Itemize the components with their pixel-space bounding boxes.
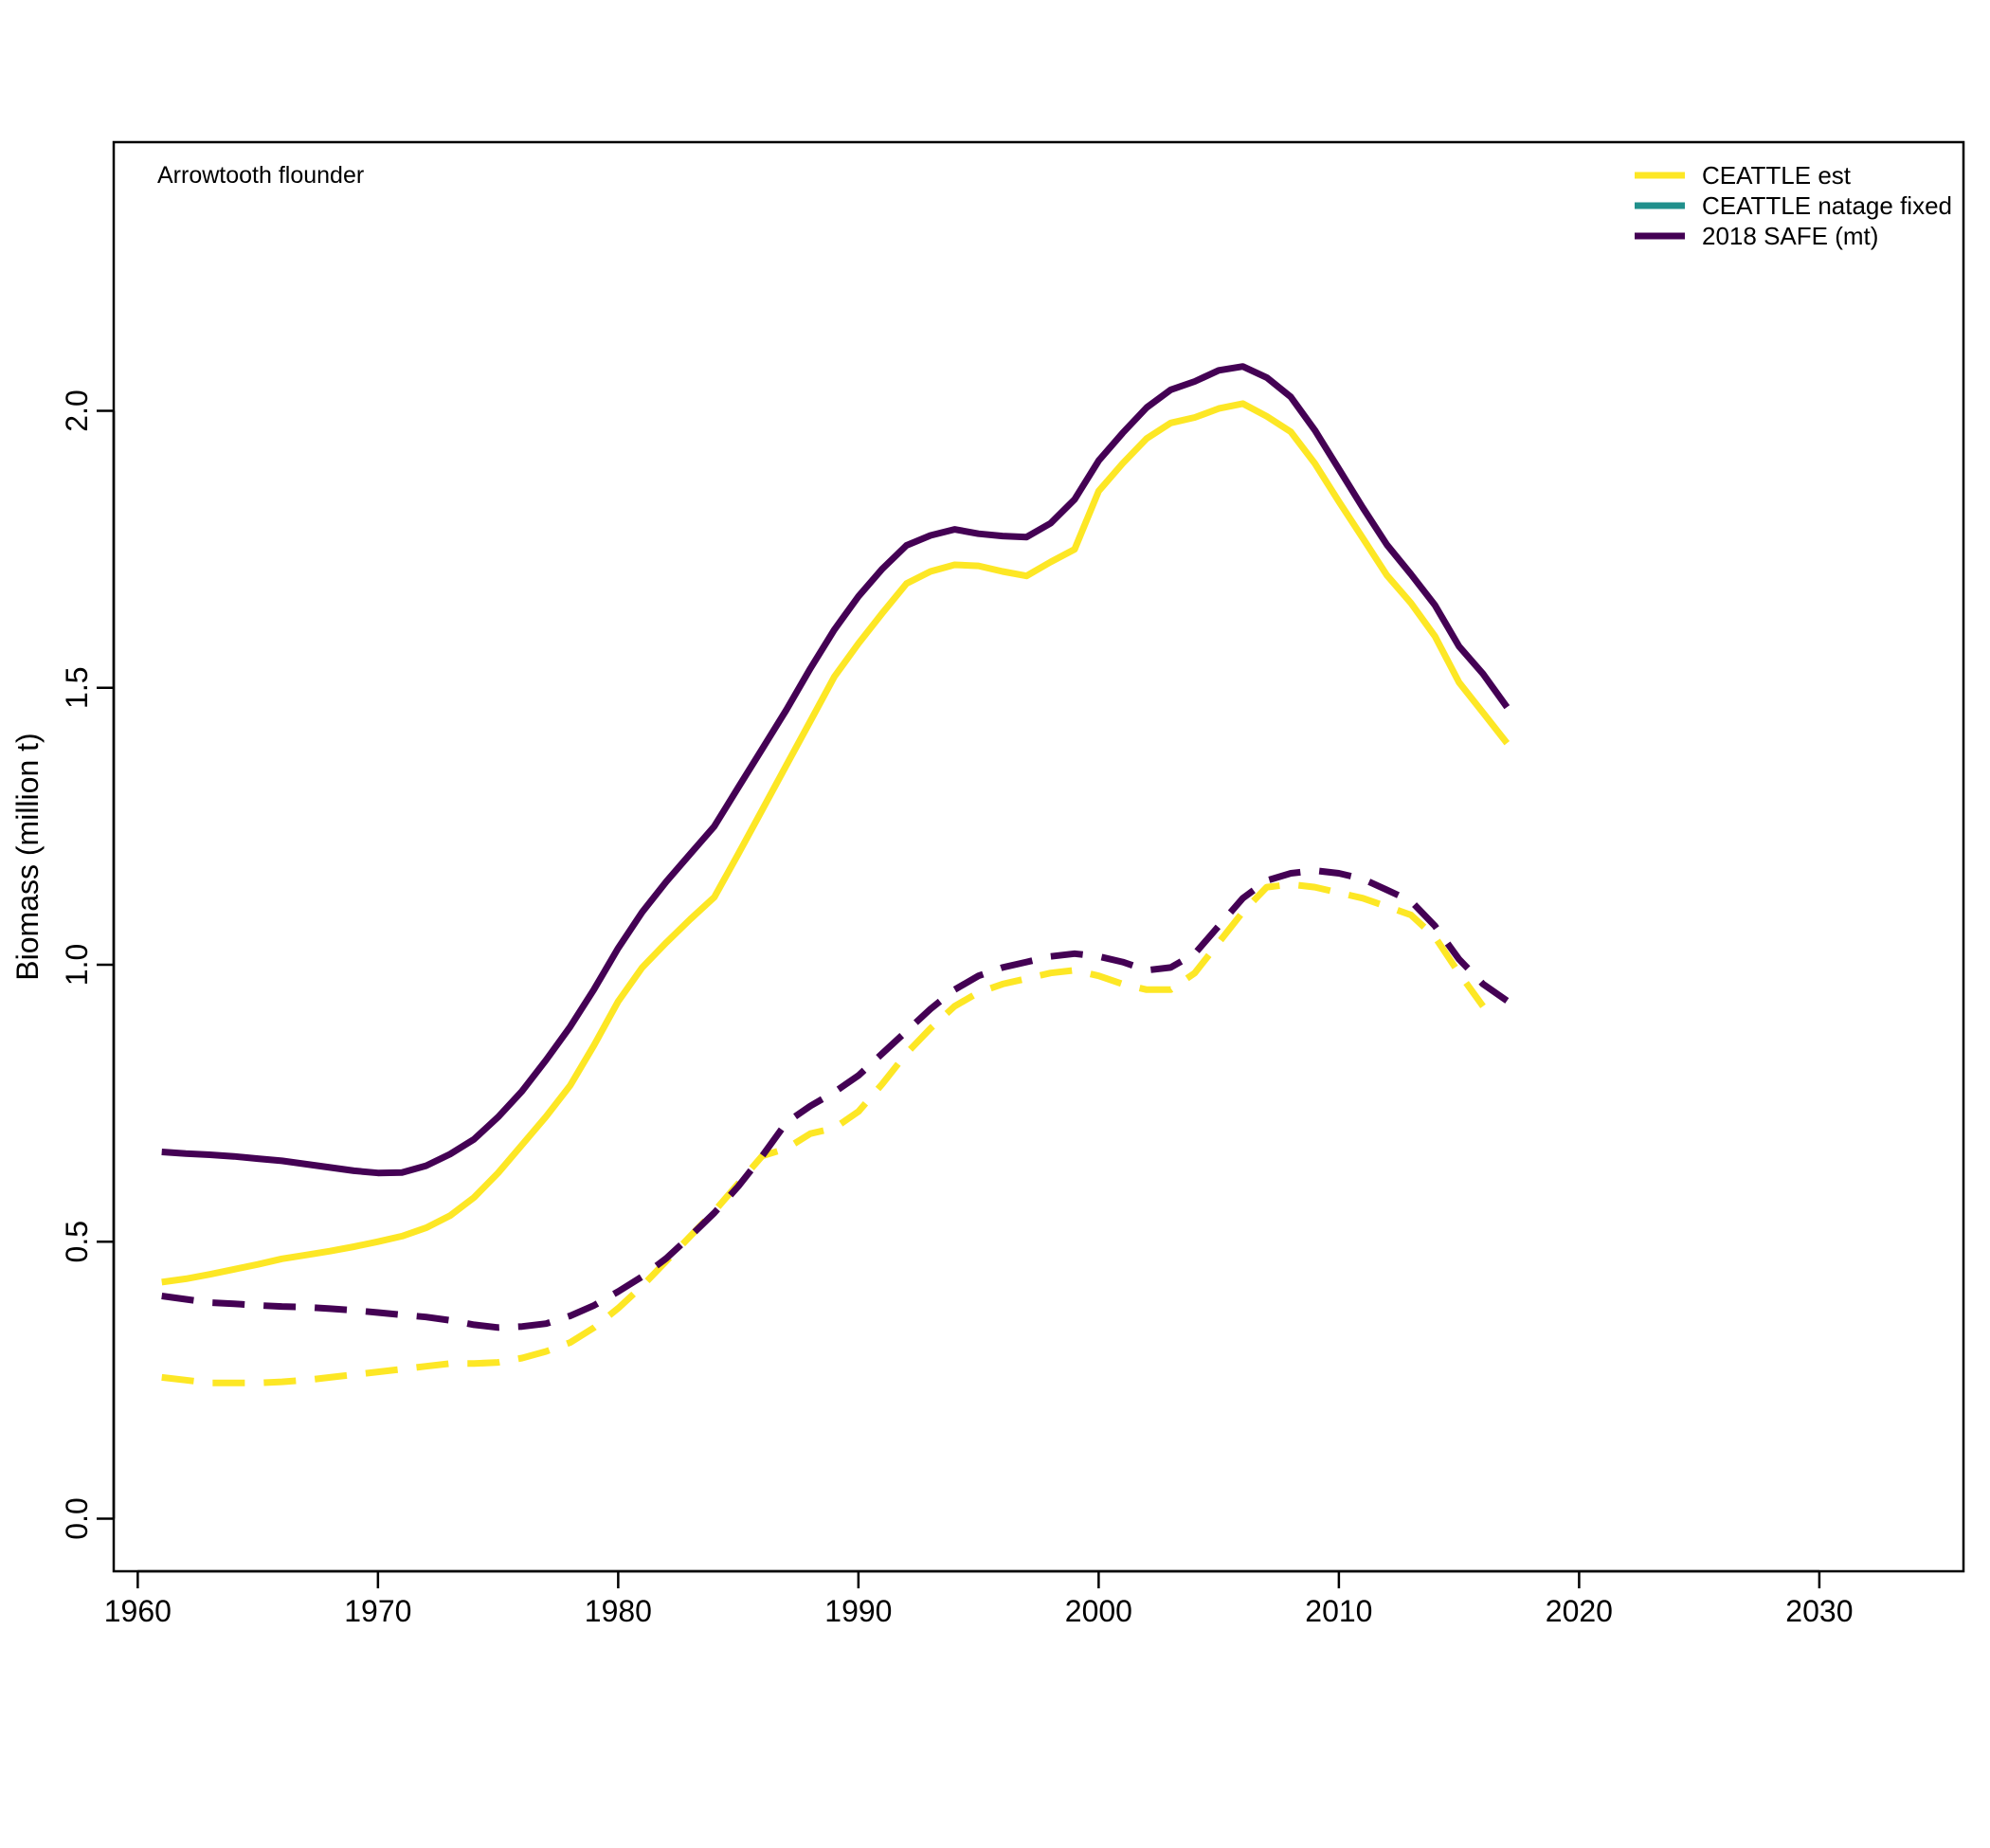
y-axis-title: Biomass (million t) <box>10 733 45 980</box>
x-axis: 1960 1970 1980 1990 2000 2010 2020 2030 <box>104 1569 1853 1628</box>
y-tick-label: 1.0 <box>60 944 94 986</box>
x-tick-label: 2000 <box>1065 1594 1132 1628</box>
x-tick-label: 1980 <box>585 1594 652 1628</box>
legend-label: CEATTLE natage fixed <box>1702 191 1952 220</box>
y-tick-label: 0.5 <box>60 1221 94 1262</box>
x-tick-label: 1960 <box>104 1594 172 1628</box>
x-tick-label: 1970 <box>344 1594 411 1628</box>
legend-label: 2018 SAFE (mt) <box>1702 222 1878 250</box>
x-tick-label: 2010 <box>1305 1594 1372 1628</box>
y-tick-label: 0.0 <box>60 1497 94 1539</box>
series-line-solid-0 <box>161 400 1511 1286</box>
x-tick-label: 2020 <box>1546 1594 1613 1628</box>
x-tick-label: 2030 <box>1785 1594 1853 1628</box>
series-line-dashed-2 <box>161 880 1486 1386</box>
legend-label: CEATTLE est <box>1702 161 1852 190</box>
series-line-solid-1 <box>161 363 1511 1177</box>
y-axis: 0.0 0.5 1.0 1.5 2.0 <box>60 390 116 1540</box>
species-label: Arrowtooth flounder <box>157 162 364 189</box>
y-tick-label: 2.0 <box>60 390 94 431</box>
series-line-dashed-3 <box>161 867 1510 1332</box>
series-layer <box>161 363 1511 1386</box>
x-tick-label: 1990 <box>824 1594 892 1628</box>
y-tick-label: 1.5 <box>60 666 94 708</box>
